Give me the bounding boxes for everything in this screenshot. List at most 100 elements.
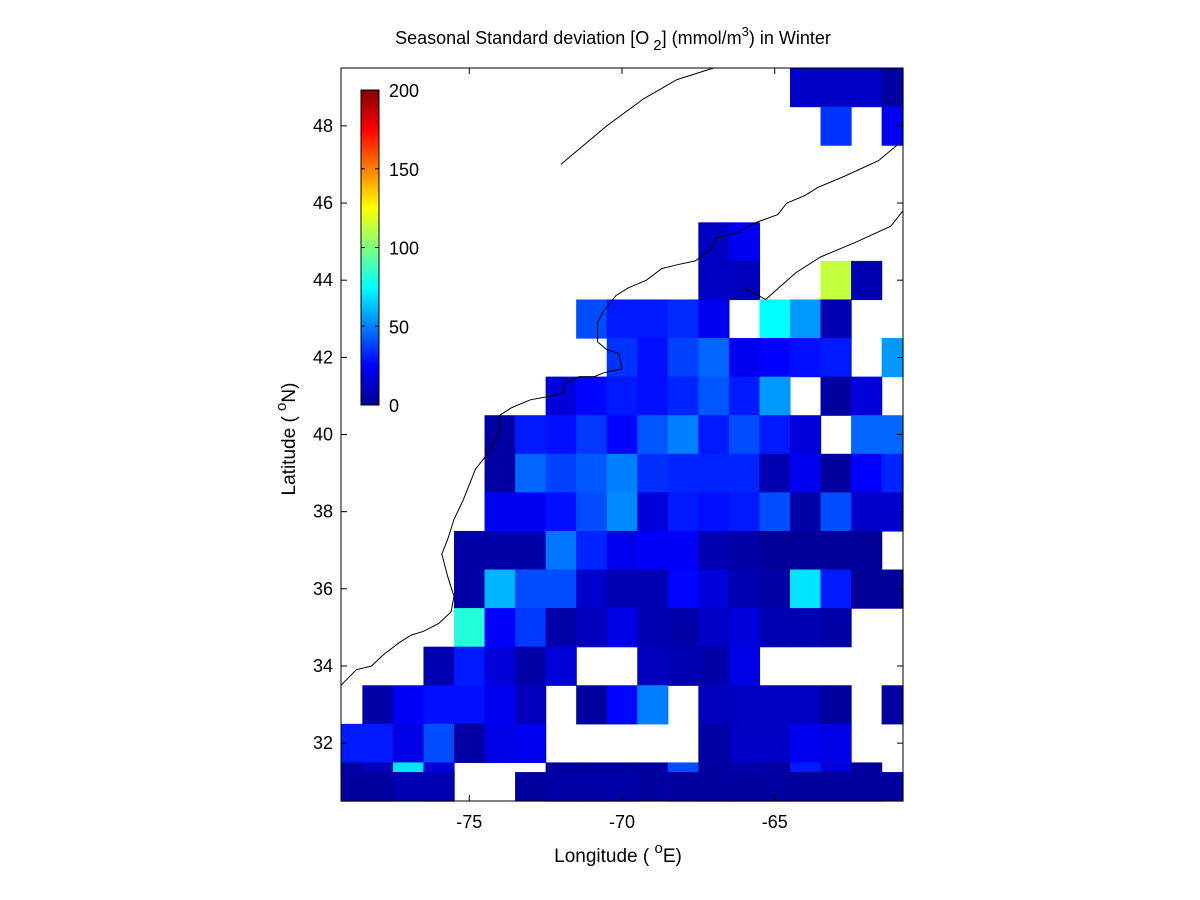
heatmap-cell bbox=[881, 685, 904, 725]
heatmap-cell bbox=[606, 376, 638, 416]
colorbar-tick-label: 150 bbox=[389, 160, 419, 180]
heatmap-cell bbox=[820, 685, 852, 725]
heatmap-cell bbox=[637, 492, 669, 532]
heatmap-cell bbox=[515, 646, 547, 686]
heatmap-cell bbox=[789, 453, 822, 493]
heatmap-cell bbox=[728, 492, 761, 532]
heatmap-cell bbox=[851, 530, 883, 571]
coastline-path bbox=[743, 210, 904, 301]
heatmap-cell bbox=[728, 569, 761, 609]
heatmap-cell bbox=[454, 569, 486, 609]
heatmap-cell bbox=[576, 772, 608, 802]
chart-title-part: Seasonal Standard deviation [O bbox=[395, 28, 649, 48]
y-tick-label: 34 bbox=[313, 656, 333, 676]
heatmap-cell bbox=[545, 772, 577, 802]
heatmap-cell bbox=[484, 646, 516, 686]
heatmap-cell bbox=[789, 68, 822, 108]
heatmap-cell bbox=[759, 608, 791, 648]
heatmap-cell bbox=[423, 772, 455, 802]
heatmap-cell bbox=[667, 338, 699, 378]
heatmap-cell bbox=[789, 723, 822, 764]
heatmap-cell bbox=[698, 608, 730, 648]
heatmap-cell bbox=[820, 608, 852, 648]
y-tick-label: 36 bbox=[313, 579, 333, 599]
heatmap-cell bbox=[789, 299, 822, 339]
heatmap-cell bbox=[515, 772, 547, 802]
heatmap-cell bbox=[667, 646, 699, 686]
heatmap-cell bbox=[454, 530, 486, 571]
heatmap-cell bbox=[759, 569, 791, 609]
heatmap-cell bbox=[698, 772, 730, 802]
heatmap-cell bbox=[454, 685, 486, 725]
chart-title-part: ) in Winter bbox=[749, 28, 831, 48]
heatmap-cell bbox=[545, 453, 577, 493]
heatmap-cell bbox=[698, 685, 730, 725]
heatmap-cell bbox=[423, 646, 455, 686]
heatmap-cell bbox=[698, 453, 730, 493]
heatmap-cell bbox=[515, 608, 547, 648]
heatmap-cell bbox=[341, 723, 363, 764]
heatmap-cell bbox=[820, 299, 852, 339]
heatmap-cell bbox=[545, 569, 577, 609]
heatmap-cell bbox=[484, 685, 516, 725]
heatmap-cell bbox=[606, 608, 638, 648]
heatmap-cell bbox=[667, 376, 699, 416]
heatmap-cell bbox=[515, 723, 547, 764]
heatmap-cell bbox=[789, 569, 822, 609]
heatmap-cell bbox=[851, 68, 883, 108]
heatmap-cell bbox=[392, 723, 425, 764]
chart-title: Seasonal Standard deviation [O 2] (mmol/m… bbox=[395, 24, 831, 54]
heatmap-cell bbox=[576, 685, 608, 725]
heatmap-cell bbox=[851, 492, 883, 532]
heatmap-cell bbox=[545, 415, 577, 455]
heatmap-cell bbox=[667, 415, 699, 455]
heatmap-cells bbox=[341, 68, 904, 802]
heatmap-cell bbox=[881, 492, 904, 532]
heatmap-cell bbox=[515, 415, 547, 455]
heatmap-cell bbox=[637, 415, 669, 455]
heatmap-cell bbox=[820, 453, 852, 493]
heatmap-cell bbox=[759, 723, 791, 764]
x-axis-label-part: Longitude ( bbox=[554, 846, 654, 867]
heatmap-cell bbox=[454, 608, 486, 648]
heatmap-cell bbox=[881, 68, 904, 108]
x-tick-label: -65 bbox=[762, 812, 788, 832]
heatmap-cell bbox=[728, 530, 761, 571]
heatmap-cell bbox=[881, 569, 904, 609]
heatmap-cell bbox=[728, 685, 761, 725]
heatmap-cell bbox=[484, 569, 516, 609]
heatmap-cell bbox=[576, 530, 608, 571]
heatmap-cell bbox=[637, 685, 669, 725]
x-axis-label: Longitude ( oE) bbox=[554, 840, 682, 867]
y-tick-label: 38 bbox=[313, 502, 333, 522]
heatmap-cell bbox=[545, 530, 577, 571]
heatmap-cell bbox=[667, 530, 699, 571]
heatmap-cell bbox=[728, 338, 761, 378]
chart-title-subscript: 2 bbox=[653, 37, 661, 54]
heatmap-cell bbox=[820, 68, 852, 108]
heatmap-cell bbox=[515, 569, 547, 609]
chart-title-part: ] (mmol/m bbox=[662, 28, 742, 48]
heatmap-cell bbox=[362, 685, 394, 725]
heatmap-cell bbox=[545, 646, 577, 686]
coastline-path bbox=[560, 67, 714, 165]
heatmap-cell bbox=[341, 772, 363, 802]
heatmap-cell bbox=[637, 608, 669, 648]
chart-title-superscript: 3 bbox=[742, 24, 749, 39]
colorbar-tick-label: 50 bbox=[389, 317, 409, 337]
heatmap-cell bbox=[454, 646, 486, 686]
heatmap-cell bbox=[728, 646, 761, 686]
heatmap-cell bbox=[851, 453, 883, 493]
heatmap-cell bbox=[606, 685, 638, 725]
x-axis-label-superscript: o bbox=[655, 840, 663, 857]
coastline bbox=[340, 67, 904, 686]
heatmap-cell bbox=[881, 415, 904, 455]
heatmap-cell bbox=[789, 415, 822, 455]
heatmap-cell bbox=[484, 530, 516, 571]
heatmap-cell bbox=[637, 762, 669, 802]
colorbar: 0 50 100 150 200 bbox=[360, 81, 419, 416]
heatmap-cell bbox=[820, 772, 852, 802]
heatmap-cell bbox=[637, 338, 669, 378]
heatmap-cell bbox=[851, 376, 883, 416]
heatmap-cell bbox=[698, 299, 730, 339]
